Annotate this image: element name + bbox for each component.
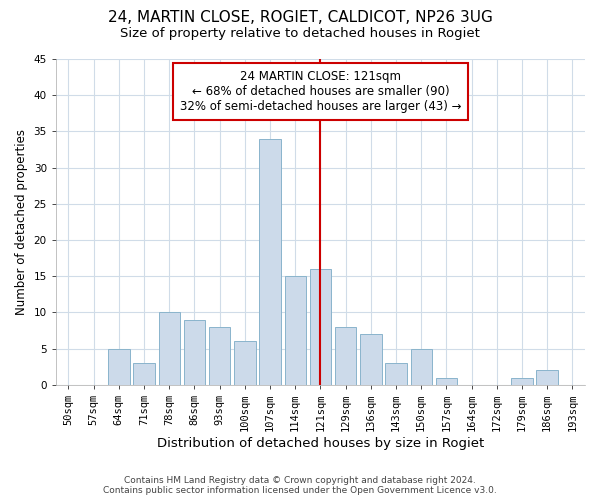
Bar [360, 334, 382, 385]
Bar [284, 276, 306, 385]
Bar [184, 320, 205, 385]
Bar [436, 378, 457, 385]
Bar [158, 312, 180, 385]
Bar [536, 370, 558, 385]
Bar [259, 138, 281, 385]
Text: 24 MARTIN CLOSE: 121sqm
← 68% of detached houses are smaller (90)
32% of semi-de: 24 MARTIN CLOSE: 121sqm ← 68% of detache… [179, 70, 461, 113]
Bar [108, 348, 130, 385]
Bar [310, 269, 331, 385]
X-axis label: Distribution of detached houses by size in Rogiet: Distribution of detached houses by size … [157, 437, 484, 450]
Text: 24, MARTIN CLOSE, ROGIET, CALDICOT, NP26 3UG: 24, MARTIN CLOSE, ROGIET, CALDICOT, NP26… [107, 10, 493, 25]
Bar [133, 363, 155, 385]
Text: Contains HM Land Registry data © Crown copyright and database right 2024.
Contai: Contains HM Land Registry data © Crown c… [103, 476, 497, 495]
Bar [209, 327, 230, 385]
Bar [385, 363, 407, 385]
Bar [234, 342, 256, 385]
Bar [410, 348, 432, 385]
Y-axis label: Number of detached properties: Number of detached properties [15, 129, 28, 315]
Bar [511, 378, 533, 385]
Text: Size of property relative to detached houses in Rogiet: Size of property relative to detached ho… [120, 28, 480, 40]
Bar [335, 327, 356, 385]
